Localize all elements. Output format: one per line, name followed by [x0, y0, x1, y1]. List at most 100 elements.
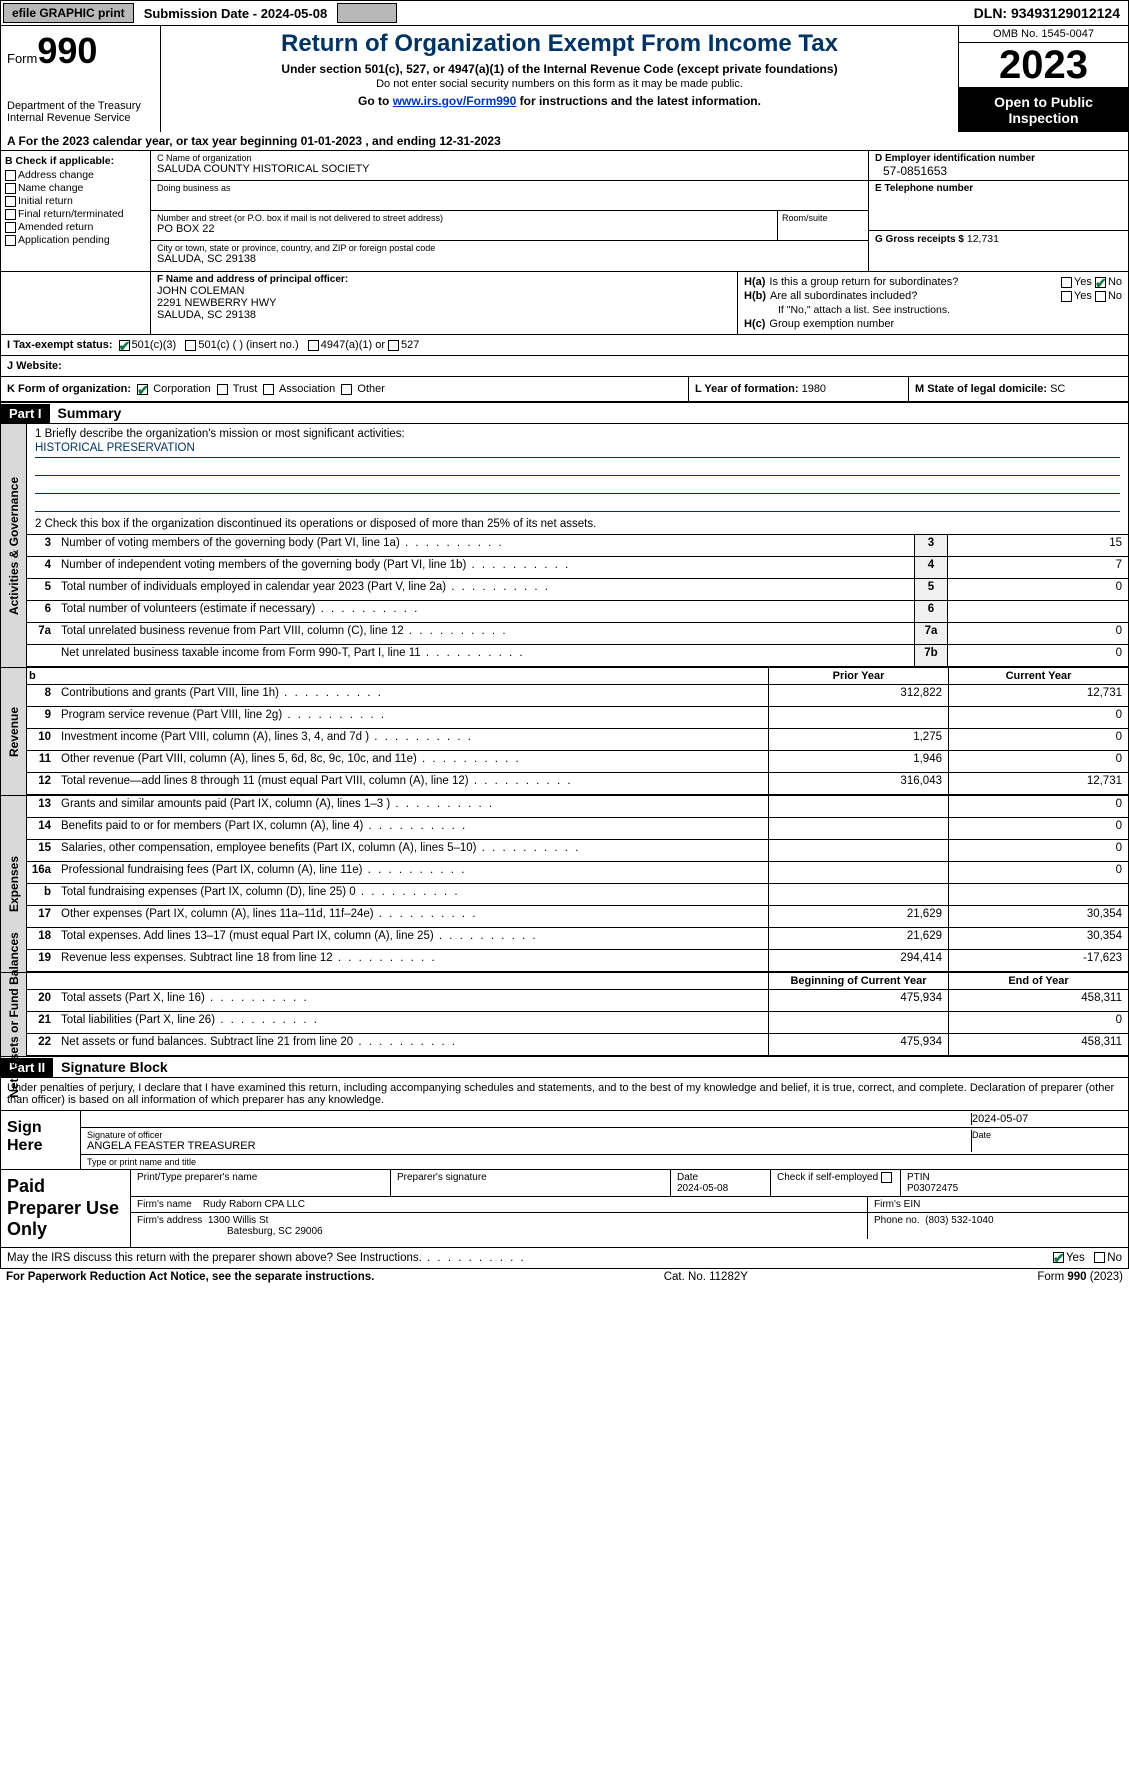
paid-fields: Print/Type preparer's name Preparer's si… — [131, 1170, 1128, 1247]
i-501c3-chk[interactable] — [119, 340, 130, 351]
paid-row2: Firm's name Rudy Raborn CPA LLC Firm's E… — [131, 1197, 1128, 1213]
line-val: 0 — [948, 623, 1128, 644]
col-c: C Name of organization SALUDA COUNTY HIS… — [151, 151, 868, 271]
line-val: 0 — [948, 645, 1128, 666]
line-desc: Total assets (Part X, line 16) — [57, 990, 768, 1011]
self-emp-cell: Check if self-employed — [771, 1170, 901, 1196]
k-other-chk[interactable] — [341, 384, 352, 395]
summary-line: 11 Other revenue (Part VIII, column (A),… — [27, 751, 1128, 773]
i-501c-chk[interactable] — [185, 340, 196, 351]
summary-line: 21 Total liabilities (Part X, line 26) 0 — [27, 1012, 1128, 1034]
self-emp-chk[interactable] — [881, 1172, 892, 1183]
summary-line: 3 Number of voting members of the govern… — [27, 535, 1128, 557]
d-ein-lbl: D Employer identification number — [875, 153, 1122, 164]
line-desc: Other revenue (Part VIII, column (A), li… — [57, 751, 768, 772]
f-addr2: SALUDA, SC 29138 — [157, 309, 731, 321]
summary-expenses: Expenses 13 Grants and similar amounts p… — [0, 796, 1129, 973]
blank-button[interactable] — [337, 3, 397, 23]
subtitle-2: Do not enter social security numbers on … — [167, 78, 952, 90]
summary-line: 16a Professional fundraising fees (Part … — [27, 862, 1128, 884]
i-527-chk[interactable] — [388, 340, 399, 351]
chk-amended-return[interactable]: Amended return — [5, 221, 146, 233]
c-addr-lbl: Number and street (or P.O. box if mail i… — [157, 213, 771, 223]
klm-row: K Form of organization: Corporation Trus… — [0, 377, 1129, 402]
line-desc: Net unrelated business taxable income fr… — [57, 645, 914, 666]
b-header: B Check if applicable: — [5, 155, 146, 167]
k-corp-chk[interactable] — [137, 384, 148, 395]
yes-label: Yes — [1074, 276, 1092, 288]
line-desc: Grants and similar amounts paid (Part IX… — [57, 796, 768, 817]
curr-val: 458,311 — [948, 1034, 1128, 1055]
h-b-note: If "No," attach a list. See instructions… — [744, 304, 1122, 316]
i-4947-chk[interactable] — [308, 340, 319, 351]
form-990-text: 990 — [37, 30, 97, 71]
c-name-cell: C Name of organization SALUDA COUNTY HIS… — [151, 151, 868, 181]
line-val — [948, 601, 1128, 622]
efile-button[interactable]: efile GRAPHIC print — [3, 3, 134, 23]
summary-line: 10 Investment income (Part VIII, column … — [27, 729, 1128, 751]
part1-header: Part I Summary — [0, 402, 1129, 424]
h-b-no-chk[interactable] — [1095, 291, 1106, 302]
prep-date-val: 2024-05-08 — [677, 1183, 764, 1194]
sig-officer-lbl: Signature of officer — [87, 1130, 971, 1140]
paid-preparer: Paid Preparer Use Only Print/Type prepar… — [0, 1170, 1129, 1248]
signature-block: Under penalties of perjury, I declare th… — [0, 1078, 1129, 1170]
chk-name-change[interactable]: Name change — [5, 182, 146, 194]
line-val: 7 — [948, 557, 1128, 578]
yes-label2: Yes — [1074, 290, 1092, 302]
h-a-yes-chk[interactable] — [1061, 277, 1072, 288]
chk-address-change[interactable]: Address change — [5, 169, 146, 181]
date-lbl: Date — [972, 1130, 1122, 1140]
curr-val: 0 — [948, 707, 1128, 728]
phone-val: (803) 532-1040 — [925, 1215, 993, 1226]
summary-governance: Activities & Governance 1 Briefly descri… — [0, 424, 1129, 668]
self-emp-lbl: Check if self-employed — [777, 1172, 878, 1183]
lbl-final-return: Final return/terminated — [18, 208, 124, 220]
i-501c3: 501(c)(3) — [132, 339, 177, 351]
line-box: 3 — [914, 535, 948, 556]
paid-row1: Print/Type preparer's name Preparer's si… — [131, 1170, 1128, 1197]
line-desc: Benefits paid to or for members (Part IX… — [57, 818, 768, 839]
chk-application-pending[interactable]: Application pending — [5, 234, 146, 246]
type-name-row: Type or print name and title — [81, 1155, 1128, 1169]
prior-val: 21,629 — [768, 906, 948, 927]
paid-row3: Firm's address 1300 Willis St Batesburg,… — [131, 1213, 1128, 1239]
h-b-yes-chk[interactable] — [1061, 291, 1072, 302]
discuss-yes-chk[interactable] — [1053, 1252, 1064, 1263]
curr-val: 458,311 — [948, 990, 1128, 1011]
subtitle-3: Go to www.irs.gov/Form990 for instructio… — [167, 94, 952, 108]
col-b: B Check if applicable: Address change Na… — [1, 151, 151, 271]
k-assoc-chk[interactable] — [263, 384, 274, 395]
k-trust-chk[interactable] — [217, 384, 228, 395]
curr-val: 30,354 — [948, 906, 1128, 927]
c-dba-lbl: Doing business as — [157, 183, 862, 193]
irs-link[interactable]: www.irs.gov/Form990 — [393, 94, 517, 108]
box-l: L Year of formation: 1980 — [688, 377, 908, 401]
footer-right-post: (2023) — [1087, 1271, 1123, 1283]
line-box: 4 — [914, 557, 948, 578]
box-k: K Form of organization: Corporation Trus… — [1, 377, 688, 401]
line-num: 16a — [27, 862, 57, 883]
discuss-no-chk[interactable] — [1094, 1252, 1105, 1263]
phone-lbl: Phone no. — [874, 1215, 920, 1226]
d-gross-cell: G Gross receipts $ 12,731 — [869, 231, 1128, 261]
box-f: F Name and address of principal officer:… — [151, 272, 738, 334]
chk-initial-return[interactable]: Initial return — [5, 195, 146, 207]
firm-name-val: Rudy Raborn CPA LLC — [203, 1199, 305, 1210]
chk-final-return[interactable]: Final return/terminated — [5, 208, 146, 220]
part1-tag: Part I — [1, 404, 50, 423]
fh-spacer — [1, 272, 151, 334]
summary-line: b Total fundraising expenses (Part IX, c… — [27, 884, 1128, 906]
line2-text: 2 Check this box if the organization dis… — [35, 518, 596, 530]
line-num: 5 — [27, 579, 57, 600]
line-num: 4 — [27, 557, 57, 578]
sub3-pre: Go to — [358, 94, 393, 108]
h-a-no-chk[interactable] — [1095, 277, 1106, 288]
discuss-row: May the IRS discuss this return with the… — [0, 1248, 1129, 1269]
i-501c: 501(c) ( ) (insert no.) — [198, 339, 298, 351]
f-name: JOHN COLEMAN — [157, 285, 731, 297]
line-desc: Investment income (Part VIII, column (A)… — [57, 729, 768, 750]
m-lbl: M State of legal domicile: — [915, 383, 1047, 395]
header-right: OMB No. 1545-0047 2023 Open to Public In… — [958, 26, 1128, 132]
vtab-revenue: Revenue — [1, 668, 27, 795]
